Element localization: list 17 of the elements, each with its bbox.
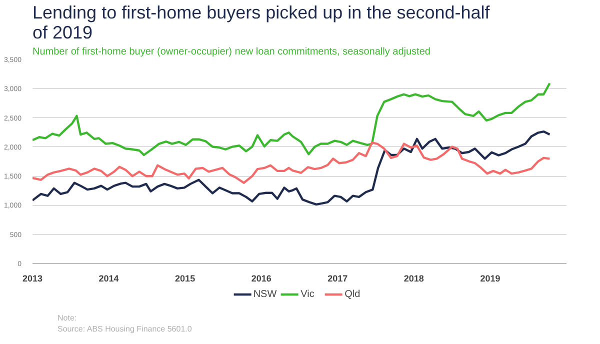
x-tick-label: 2018 [404,274,424,284]
line-series [32,130,551,206]
x-tick-label: 2015 [175,274,196,284]
x-tick-label: 2019 [480,274,500,284]
legend-label: Vic [300,288,316,300]
source-note: Source: ABS Housing Finance 5601.0 [58,324,192,334]
x-tick-label: 2014 [98,274,119,284]
line-series [32,142,551,184]
chart-title: Lending to first-home buyers picked up in the second-half of 2019 [32,2,491,42]
legend-label: Qld [344,288,362,300]
chart-subtitle: Number of first-home buyer (owner-occupier) new loan commitments, seasonally adjusted [32,46,430,58]
x-tick-label: 2016 [251,274,272,284]
text: Note: [58,314,77,322]
line-series [32,82,551,156]
x-tick-label: 2013 [22,274,43,284]
legend-label: NSW [253,288,277,300]
x-tick-label: 2017 [328,274,348,284]
